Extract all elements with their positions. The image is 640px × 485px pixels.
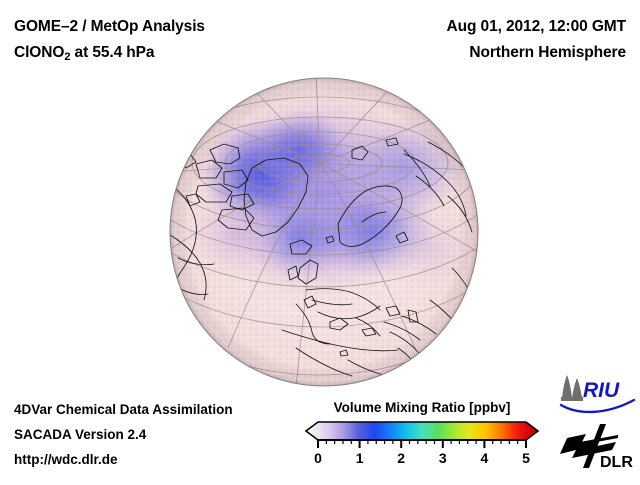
colorbar-tick-label: 3: [438, 450, 447, 466]
page-title: GOME–2 / MetOp Analysis: [14, 18, 205, 35]
colorbar-ticks: [317, 439, 527, 448]
riu-swoosh-icon: [559, 398, 636, 414]
globe-limb-outline: [169, 77, 479, 387]
logo-svg: RIU DLR: [559, 375, 636, 471]
colorbar-title: Volume Mixing Ratio [ppbv]: [333, 400, 511, 415]
colorbar-fill: [306, 422, 538, 440]
hemisphere-label: Northern Hemisphere: [469, 44, 626, 61]
riu-wordmark: RIU: [583, 379, 620, 402]
limb-shading: [170, 78, 478, 386]
colorbar-tick-labels: 0 1 2 3 4 5: [304, 450, 540, 472]
dlr-emblem-icon: [560, 424, 618, 468]
colorbar-tick-label: 0: [314, 450, 322, 466]
species-level: at 55.4 hPa: [70, 44, 155, 61]
dlr-wordmark: DLR: [600, 454, 633, 471]
colorbar: [304, 420, 540, 476]
globe-disc: [170, 78, 478, 386]
footer-url[interactable]: http://wdc.dlr.de: [14, 452, 118, 467]
colorbar-svg: [304, 421, 540, 448]
colorbar-tick-label: 2: [397, 450, 406, 466]
riu-tower-icon: [561, 375, 583, 401]
datetime-label: Aug 01, 2012, 12:00 GMT: [446, 18, 627, 35]
species-subtitle: ClONO2 at 55.4 hPa: [14, 44, 155, 63]
footer-version: SACADA Version 2.4: [14, 427, 147, 442]
riu-logo: RIU: [559, 375, 636, 414]
colorbar-tick-label: 4: [480, 450, 489, 466]
footer-method: 4DVar Chemical Data Assimilation: [14, 402, 233, 417]
colorbar-tick-label: 5: [522, 450, 530, 466]
species-name: ClONO: [14, 44, 65, 61]
dlr-logo: DLR: [560, 424, 633, 471]
colorbar-tick-label: 1: [355, 450, 364, 466]
logo-group: RIU DLR: [556, 372, 640, 476]
species-subscript: 2: [64, 51, 71, 63]
